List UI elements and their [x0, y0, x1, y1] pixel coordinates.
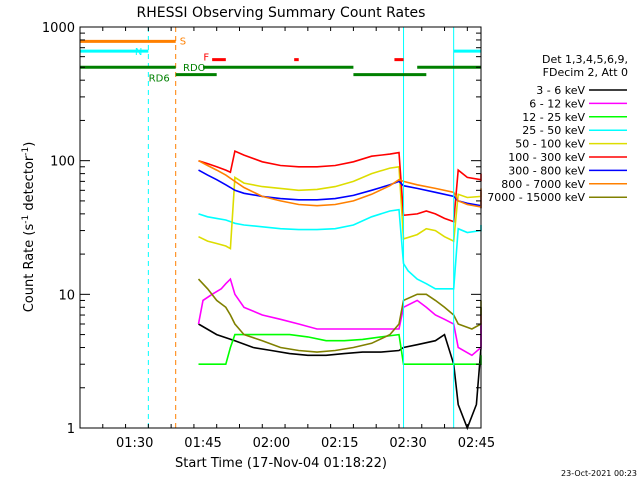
flag-label-2: F: [203, 53, 209, 64]
flag-label-4: RD6: [149, 74, 170, 85]
legend-label-1: 6 - 12 keV: [529, 97, 585, 110]
series-line-7: [198, 159, 482, 209]
vertical-lines-layer: [79, 27, 482, 428]
y-ticks-layer: 1 10 100 1000: [42, 21, 481, 437]
y-tick-label-3: 1000: [42, 21, 75, 36]
y-axis-label-sup2: -1: [21, 147, 31, 156]
x-tick-label-2: 02:00: [253, 436, 290, 451]
series-line-6: [198, 169, 482, 209]
legend-label-0: 3 - 6 keV: [536, 84, 585, 97]
series-line-5: [198, 149, 482, 223]
y-axis-label: Count Rate (s-1 detector-1): [21, 142, 37, 313]
legend-label-2: 12 - 25 keV: [522, 111, 585, 124]
legend-header-1: FDecim 2, Att 0: [543, 66, 628, 79]
series-line-2: [198, 333, 482, 366]
x-ticks-layer: 01:30 01:45 02:00 02:15 02:30 02:45: [79, 27, 495, 451]
x-tick-label-0: 01:30: [116, 436, 153, 451]
y-tick-label-2: 100: [50, 155, 75, 170]
y-axis-label-end: ): [22, 142, 37, 147]
flag-label-1: N: [135, 47, 142, 58]
footer-date: 23-Oct-2021 00:23: [561, 469, 637, 478]
legend-label-8: 7000 - 15000 keV: [487, 191, 585, 204]
x-axis-label: Start Time (17-Nov-04 01:18:22): [175, 456, 387, 471]
series-line-3: [198, 208, 482, 290]
legend-header-0: Det 1,3,4,5,6,9,: [542, 53, 628, 66]
legend-label-5: 100 - 300 keV: [508, 151, 585, 164]
y-axis-label-sup1: -1: [21, 215, 31, 224]
legend-label-6: 300 - 800 keV: [508, 164, 585, 177]
series-line-1: [197, 277, 482, 357]
lines-layer: [197, 149, 482, 431]
y-tick-label-1: 10: [58, 288, 75, 303]
legend: Det 1,3,4,5,6,9,FDecim 2, Att 0 3 - 6 keV…: [487, 53, 628, 204]
series-line-4: [198, 165, 482, 250]
series-line-8: [197, 278, 482, 353]
chart-title: RHESSI Observing Summary Count Rates: [137, 5, 426, 21]
plot-frame: [79, 26, 482, 429]
x-tick-label-5: 02:45: [458, 436, 495, 451]
x-tick-label-3: 02:15: [321, 436, 358, 451]
flag-label-0: S: [180, 36, 186, 47]
series-line-0: [198, 307, 482, 431]
y-tick-label-0: 1: [67, 422, 75, 437]
x-tick-label-4: 02:30: [389, 436, 426, 451]
y-axis-label-mid: detector: [22, 155, 37, 215]
x-tick-label-1: 01:45: [184, 436, 221, 451]
legend-label-4: 50 - 100 keV: [515, 138, 585, 151]
y-axis-label-main: Count Rate (s: [22, 224, 37, 313]
legend-label-7: 800 - 7000 keV: [501, 178, 585, 191]
flag-label-3: RDO: [183, 63, 206, 74]
legend-label-3: 25 - 50 keV: [522, 124, 585, 137]
